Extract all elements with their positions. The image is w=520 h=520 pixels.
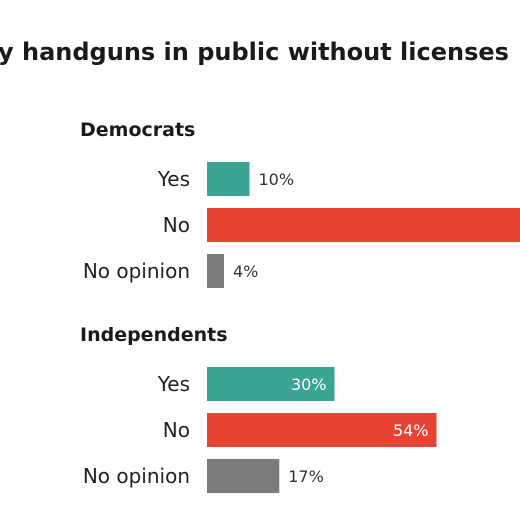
- category-label-democrats-yes: Yes: [157, 167, 190, 191]
- bar-independents-no: [207, 413, 437, 447]
- bar-democrats-no: [207, 208, 520, 242]
- data-label-democrats-no-opinion: 4%: [233, 262, 258, 281]
- chart-title: y handguns in public without licenses: [0, 38, 509, 66]
- data-label-independents-yes: 30%: [291, 375, 327, 394]
- bar-independents-yes: [207, 367, 335, 401]
- bar-democrats-yes: [207, 162, 250, 196]
- data-label-democrats-yes: 10%: [259, 170, 295, 189]
- group-label-democrats: Democrats: [80, 119, 195, 141]
- bar-democrats-no-opinion: [207, 254, 224, 288]
- group-label-independents: Independents: [80, 324, 228, 346]
- data-label-independents-no: 54%: [393, 421, 429, 440]
- bar-independents-no-opinion: [207, 459, 280, 493]
- category-label-democrats-no: No: [163, 213, 190, 237]
- category-label-independents-yes: Yes: [157, 372, 190, 396]
- category-label-independents-no: No: [163, 418, 190, 442]
- category-label-independents-no-opinion: No opinion: [83, 464, 190, 488]
- data-label-independents-no-opinion: 17%: [288, 467, 324, 486]
- category-label-democrats-no-opinion: No opinion: [83, 259, 190, 283]
